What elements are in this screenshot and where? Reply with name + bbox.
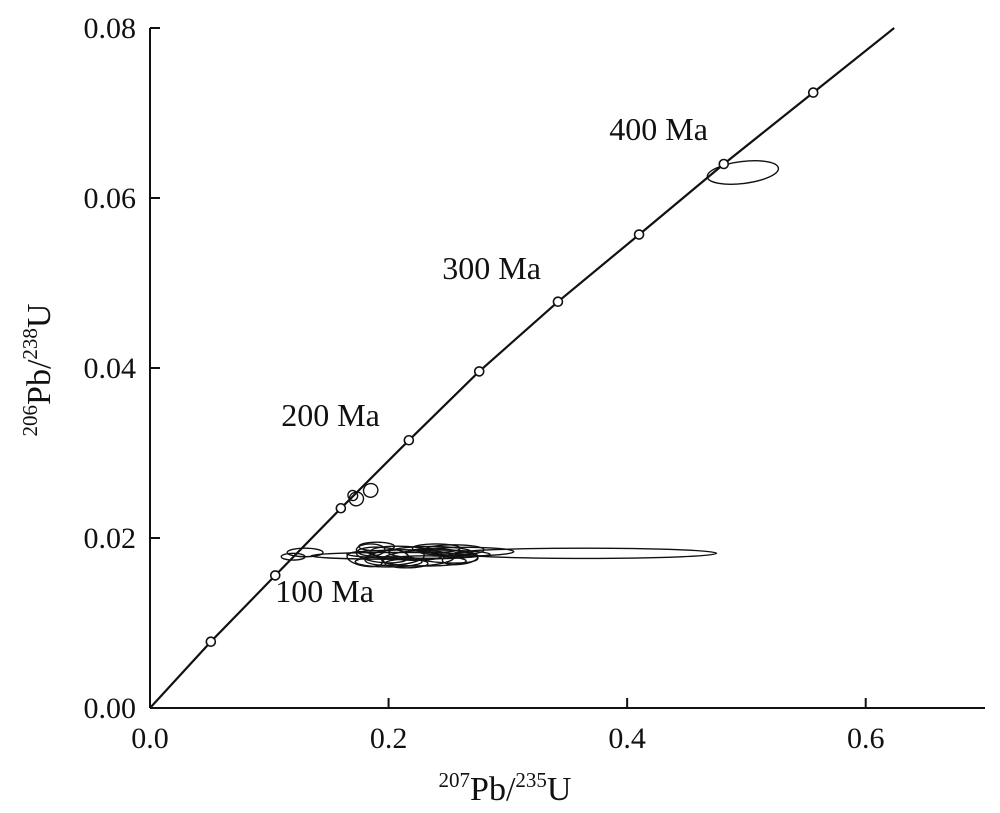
age-markers [205, 87, 819, 648]
y-axis-title-main2: U [21, 304, 58, 329]
x-tick-label: 0.0 [131, 722, 169, 755]
concordia-curve-group [149, 27, 895, 709]
age-annotations: 100 Ma 200 Ma 300 Ma 400 Ma [275, 111, 708, 609]
x-ticks: 0.0 0.2 0.4 0.6 [131, 698, 884, 755]
error-ellipse [706, 160, 780, 185]
age-marker [403, 434, 415, 446]
y-axis-title-sup2: 238 [18, 328, 42, 360]
age-marker [473, 366, 485, 377]
age-marker [269, 570, 281, 581]
age-annotation: 200 Ma [281, 397, 380, 433]
x-axis-title: 207Pb/235U [439, 768, 572, 808]
age-marker [718, 158, 730, 170]
x-tick-label: 0.4 [608, 722, 646, 755]
error-ellipse [411, 543, 461, 554]
x-axis-title-main2: U [547, 771, 572, 808]
y-axis-title-main1: Pb/ [21, 359, 58, 405]
age-marker [205, 636, 217, 648]
error-ellipse [346, 551, 384, 568]
error-ellipse [441, 551, 479, 566]
age-annotation: 100 Ma [275, 573, 374, 609]
concordia-curve [149, 27, 895, 709]
y-tick-label: 0.04 [84, 352, 137, 385]
error-ellipses [280, 160, 780, 569]
x-tick-label: 0.2 [370, 722, 408, 755]
y-tick-label: 0.02 [84, 522, 137, 555]
x-tick-label: 0.6 [847, 722, 885, 755]
age-marker [807, 87, 819, 98]
y-tick-label: 0.08 [84, 12, 137, 45]
age-annotation: 400 Ma [609, 111, 708, 147]
age-marker [552, 296, 564, 308]
error-ellipse [354, 556, 423, 568]
error-ellipse [348, 491, 365, 507]
error-ellipse [347, 489, 359, 502]
x-axis-title-sup2: 235 [515, 768, 547, 792]
y-axis-title-sup1: 206 [18, 405, 42, 437]
y-tick-label: 0.00 [84, 692, 137, 725]
error-ellipse [362, 482, 379, 498]
age-annotation: 300 Ma [442, 250, 541, 286]
error-ellipse [280, 552, 306, 561]
y-axis-title: 206Pb/238U [18, 304, 58, 437]
y-ticks: 0.00 0.02 0.04 0.06 0.08 [84, 12, 160, 725]
x-axis-title-sup1: 207 [439, 768, 471, 792]
age-marker [633, 229, 645, 240]
error-ellipse [358, 541, 396, 552]
age-marker [335, 502, 347, 514]
error-ellipse [453, 547, 718, 560]
error-ellipse [384, 558, 429, 569]
y-tick-label: 0.06 [84, 182, 137, 215]
x-axis-title-main1: Pb/ [470, 771, 516, 808]
